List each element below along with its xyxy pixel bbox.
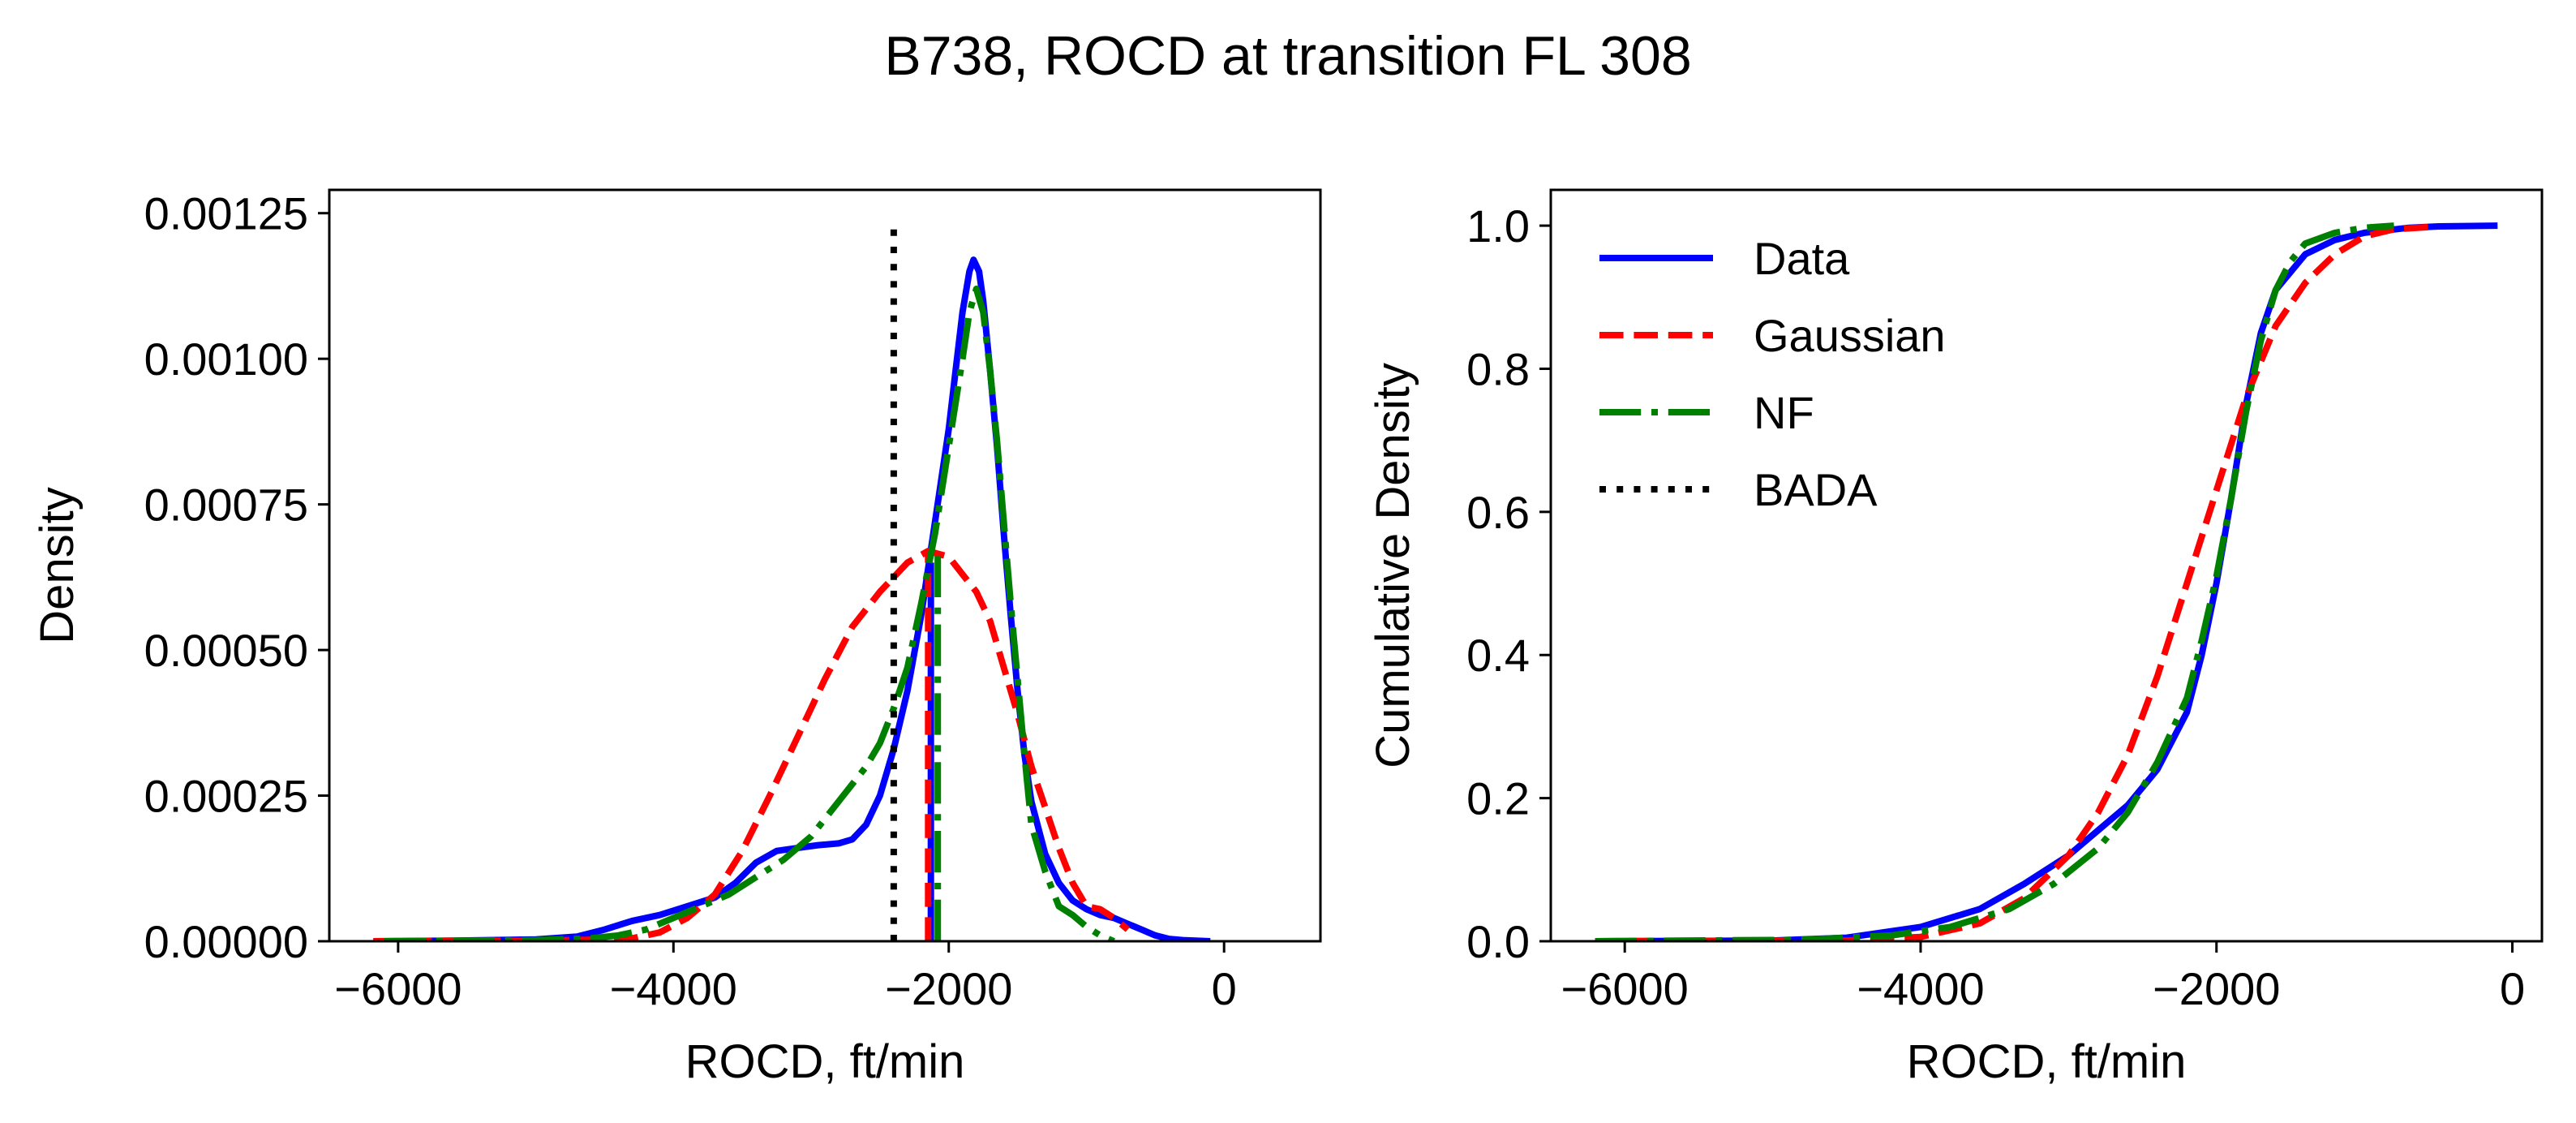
- density-series-layer: [373, 225, 1211, 941]
- density-x-tick-label: −4000: [610, 963, 737, 1014]
- legend-gaussian-label: Gaussian: [1754, 310, 1946, 361]
- density-y-tick-label: 0.00100: [144, 333, 308, 385]
- cdf-y-tick-label: 0.8: [1466, 343, 1530, 394]
- cdf-x-tick-label: −4000: [1857, 963, 1984, 1014]
- density-x-axis-label: ROCD, ft/min: [685, 1035, 965, 1088]
- cdf-x-tick-label: 0: [2500, 963, 2525, 1014]
- legend-nf-label: NF: [1754, 387, 1814, 438]
- cdf-chart: −6000 −4000 −2000 0 0.0 0.2 0.4 0.6 0.8 1.0 ROCD,…: [1367, 188, 2544, 1088]
- cdf-ticks-layer: −6000 −4000 −2000 0 0.0 0.2 0.4 0.6 0.8 1.0: [1466, 200, 2525, 1014]
- density-y-tick-label: 0.00075: [144, 480, 308, 531]
- density-axes-frame: [328, 188, 1322, 943]
- cdf-series-data: [1595, 222, 2498, 941]
- density-y-axis-label: Density: [31, 487, 84, 643]
- legend-data-label: Data: [1754, 233, 1850, 284]
- density-y-tick-label: 0.00000: [144, 916, 308, 967]
- cdf-y-tick-label: 0.0: [1466, 916, 1530, 967]
- density-y-tick-label: 0.00025: [144, 771, 308, 822]
- density-x-tick-label: −6000: [334, 963, 462, 1014]
- cdf-y-tick-label: 0.2: [1466, 773, 1530, 824]
- figure-title: B738, ROCD at transition FL 308: [884, 25, 1691, 87]
- cdf-y-tick-label: 1.0: [1466, 200, 1530, 252]
- density-series-nf: [384, 286, 1115, 941]
- cdf-series-layer: [1595, 222, 2498, 941]
- cdf-x-tick-label: −2000: [2153, 963, 2280, 1014]
- density-ticks-layer: −6000 −4000 −2000 0 0.00000 0.00025 0.00050 0.0…: [144, 188, 1237, 1014]
- cdf-x-tick-label: −6000: [1561, 963, 1689, 1014]
- cdf-x-axis-label: ROCD, ft/min: [1907, 1035, 2187, 1088]
- density-y-tick-label: 0.00125: [144, 188, 308, 239]
- density-x-tick-label: 0: [1212, 963, 1237, 1014]
- density-y-tick-label: 0.00050: [144, 625, 308, 676]
- cdf-series-nf: [1595, 222, 2394, 941]
- cdf-y-axis-label: Cumulative Density: [1367, 363, 1419, 768]
- cdf-y-tick-label: 0.4: [1466, 630, 1530, 681]
- density-chart: −6000 −4000 −2000 0 0.00000 0.00025 0.00050 0.0…: [31, 188, 1322, 1088]
- legend: Data Gaussian NF BADA: [1599, 233, 1946, 515]
- legend-bada-label: BADA: [1754, 464, 1878, 515]
- density-x-tick-label: −2000: [885, 963, 1012, 1014]
- cdf-axes-frame: [1549, 188, 2544, 943]
- cdf-y-tick-label: 0.6: [1466, 487, 1530, 538]
